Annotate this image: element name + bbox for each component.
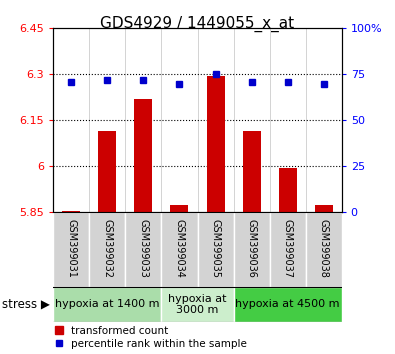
Text: GSM399035: GSM399035 bbox=[211, 218, 220, 278]
Bar bbox=[171, 205, 188, 212]
Bar bbox=[278, 168, 297, 212]
Bar bbox=[207, 76, 224, 212]
Bar bbox=[315, 205, 333, 212]
Bar bbox=[233, 287, 342, 322]
Text: GSM399038: GSM399038 bbox=[319, 219, 329, 278]
Bar bbox=[270, 212, 306, 287]
Bar bbox=[53, 212, 89, 287]
Bar bbox=[89, 212, 126, 287]
Bar bbox=[233, 212, 270, 287]
Bar bbox=[162, 287, 233, 322]
Text: GSM399037: GSM399037 bbox=[282, 218, 293, 278]
Text: hypoxia at
3000 m: hypoxia at 3000 m bbox=[168, 293, 227, 315]
Text: GSM399031: GSM399031 bbox=[66, 219, 76, 278]
Bar bbox=[162, 212, 198, 287]
Bar bbox=[126, 212, 162, 287]
Bar bbox=[62, 211, 80, 212]
Bar bbox=[306, 212, 342, 287]
Text: GSM399036: GSM399036 bbox=[246, 219, 257, 278]
Text: GDS4929 / 1449055_x_at: GDS4929 / 1449055_x_at bbox=[100, 16, 295, 32]
Legend: transformed count, percentile rank within the sample: transformed count, percentile rank withi… bbox=[55, 326, 247, 349]
Bar bbox=[53, 287, 162, 322]
Bar bbox=[243, 131, 261, 212]
Text: hypoxia at 1400 m: hypoxia at 1400 m bbox=[55, 299, 160, 309]
Text: GSM399032: GSM399032 bbox=[102, 218, 113, 278]
Text: hypoxia at 4500 m: hypoxia at 4500 m bbox=[235, 299, 340, 309]
Bar bbox=[134, 99, 152, 212]
Bar bbox=[98, 131, 117, 212]
Text: stress ▶: stress ▶ bbox=[2, 298, 49, 311]
Text: GSM399033: GSM399033 bbox=[138, 219, 149, 278]
Text: GSM399034: GSM399034 bbox=[175, 219, 184, 278]
Bar bbox=[198, 212, 233, 287]
